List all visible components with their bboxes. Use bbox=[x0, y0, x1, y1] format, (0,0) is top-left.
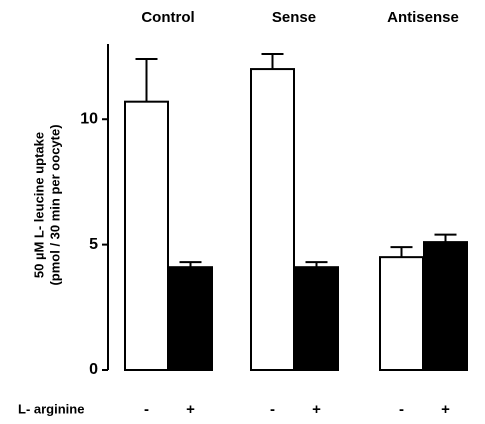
bar bbox=[168, 266, 213, 371]
x-tick-label: + bbox=[441, 401, 450, 418]
bar bbox=[423, 241, 468, 372]
x-tick-label: - bbox=[270, 401, 275, 418]
x-tick-label: + bbox=[186, 401, 195, 418]
group-label: Antisense bbox=[387, 9, 459, 26]
bar bbox=[294, 266, 339, 371]
group-label: Control bbox=[141, 9, 194, 26]
y-tick-label: 5 bbox=[89, 236, 98, 253]
y-axis-label: (pmol / 30 min per oocyte) bbox=[47, 124, 62, 285]
series-label: L- arginine bbox=[18, 401, 84, 416]
bar bbox=[379, 256, 424, 371]
y-tick-label: 0 bbox=[89, 361, 98, 378]
x-tick-label: + bbox=[312, 401, 321, 418]
y-axis-label: 50 µM L- leucine uptake bbox=[31, 132, 46, 278]
x-tick-label: - bbox=[399, 401, 404, 418]
group-label: Sense bbox=[272, 9, 316, 26]
x-tick-label: - bbox=[144, 401, 149, 418]
bar bbox=[250, 68, 295, 371]
y-tick-label: 10 bbox=[80, 110, 98, 127]
bar bbox=[124, 100, 169, 372]
